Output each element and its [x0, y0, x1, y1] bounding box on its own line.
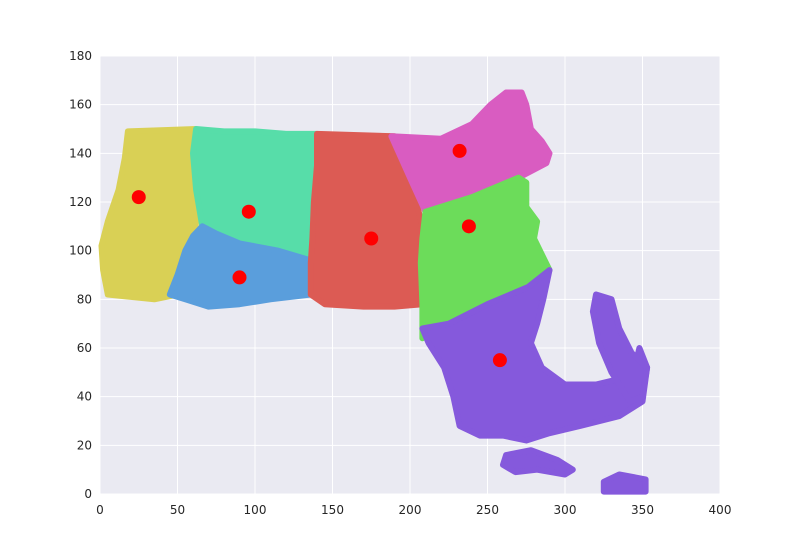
centroid-point-4 [452, 143, 467, 158]
x-tick-label-4: 200 [399, 503, 422, 517]
centroid-point-1 [241, 204, 256, 219]
centroid-markers [131, 143, 507, 368]
y-axis-ticks: 0 20 40 60 80 100 120 140 160 180 [69, 49, 92, 501]
x-axis-ticks: 0 50 100 150 200 250 300 350 400 [96, 503, 731, 517]
centroid-point-5 [461, 219, 476, 234]
cluster-region-9 [600, 471, 649, 495]
x-tick-label-2: 100 [244, 503, 267, 517]
x-tick-label-8: 400 [709, 503, 732, 517]
centroid-point-2 [232, 270, 247, 285]
y-tick-label-9: 180 [69, 49, 92, 63]
y-tick-label-6: 120 [69, 195, 92, 209]
x-tick-label-0: 0 [96, 503, 104, 517]
cluster-regions [98, 89, 651, 495]
cluster-region-2 [166, 223, 314, 310]
y-tick-label-7: 140 [69, 146, 92, 160]
x-tick-label-1: 50 [170, 503, 185, 517]
x-tick-label-3: 150 [321, 503, 344, 517]
cluster-region-8 [500, 447, 576, 478]
centroid-point-6 [492, 353, 507, 368]
x-tick-label-5: 250 [476, 503, 499, 517]
centroid-point-3 [364, 231, 379, 246]
y-tick-label-3: 60 [77, 341, 92, 355]
y-tick-label-4: 80 [77, 292, 92, 306]
y-tick-label-1: 20 [77, 438, 92, 452]
y-tick-label-2: 40 [77, 390, 92, 404]
x-tick-label-7: 350 [631, 503, 654, 517]
x-tick-label-6: 300 [554, 503, 577, 517]
cluster-region-6 [419, 267, 651, 444]
centroid-point-0 [131, 190, 146, 205]
y-tick-label-8: 160 [69, 98, 92, 112]
cluster-region-7 [589, 291, 651, 405]
y-tick-label-5: 100 [69, 244, 92, 258]
y-tick-label-0: 0 [84, 487, 92, 501]
